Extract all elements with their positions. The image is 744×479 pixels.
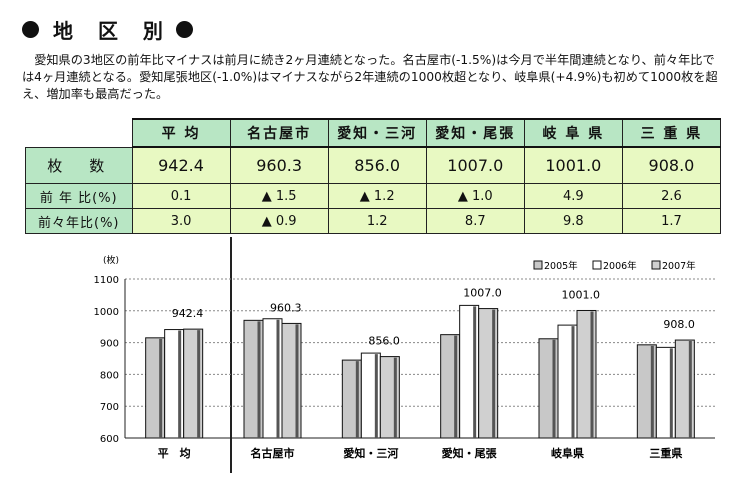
y-tick-label: 1100 (94, 275, 119, 286)
table-cell: 9.8 (523, 208, 623, 234)
summary-text: 愛知県の3地区の前年比マイナスは前月に続き2ヶ月連続となった。名古屋市(-1.5… (22, 53, 718, 101)
table-cell: ▲ 1.5 (229, 183, 329, 209)
table-cell: 1.2 (327, 208, 427, 234)
summary-paragraph: 愛知県の3地区の前年比マイナスは前月に続き2ヶ月連続となった。名古屋市(-1.5… (22, 52, 726, 103)
y-tick-label: 700 (100, 402, 119, 413)
table-cell: 3.0 (131, 208, 231, 234)
x-category-label: 岐阜県 (551, 446, 584, 460)
bullet-icon (175, 20, 193, 38)
gridlines (125, 278, 715, 407)
table-row: 前々年比(%) 3.0 ▲ 0.9 1.2 8.7 9.8 1.7 (25, 208, 722, 234)
row-label: 枚 数 (25, 146, 133, 184)
table-cell: 1007.0 (425, 146, 525, 184)
legend-label: 2007年 (662, 260, 696, 272)
y-axis-ticks: 600 700 800 900 1000 1100 (94, 275, 715, 445)
data-label: 942.4 (172, 307, 204, 320)
legend-swatch (533, 260, 543, 270)
data-label: 908.0 (663, 318, 695, 331)
table-cell: 856.0 (327, 146, 427, 184)
data-label: 960.3 (270, 301, 302, 314)
table-cell: ▲ 1.0 (425, 183, 525, 209)
legend-label: 2006年 (603, 260, 637, 272)
legend: 2005年 2006年 2007年 (533, 260, 696, 272)
column-header: 愛知・尾張 (425, 118, 525, 148)
y-tick-label: 1000 (94, 307, 119, 318)
table-cell: 942.4 (131, 146, 231, 184)
column-header: 三 重 県 (621, 118, 722, 148)
column-header: 名古屋市 (229, 118, 329, 148)
x-category-label: 平 均 (158, 446, 191, 460)
table-cell: 0.1 (131, 183, 231, 209)
table-cell: 4.9 (523, 183, 623, 209)
table-header-row: 平 均 名古屋市 愛知・三河 愛知・尾張 岐 阜 県 三 重 県 (25, 118, 722, 148)
row-label: 前々年比(%) (25, 208, 133, 234)
region-stats-table: 平 均 名古屋市 愛知・三河 愛知・尾張 岐 阜 県 三 重 県 枚 数 942… (25, 118, 722, 234)
region-bar-chart: (枚) 600 700 800 900 1000 1100 942.4 960.3 856.0… (94, 254, 715, 460)
y-tick-label: 600 (100, 434, 119, 445)
table-row: 枚 数 942.4 960.3 856.0 1007.0 1001.0 908.… (25, 146, 722, 184)
data-label: 1007.0 (463, 287, 502, 300)
data-labels: 942.4 960.3 856.0 1007.0 1001.0 908.0 (172, 287, 695, 348)
column-header: 愛知・三河 (327, 118, 427, 148)
table-cell: ▲ 0.9 (229, 208, 329, 234)
x-category-label: 三重県 (649, 446, 682, 460)
data-label: 1001.0 (562, 288, 601, 301)
table-cell: 2.6 (621, 183, 722, 209)
data-label: 856.0 (368, 335, 400, 348)
table-corner (25, 119, 132, 147)
column-header: 岐 阜 県 (523, 118, 623, 148)
table-row: 前 年 比(%) 0.1 ▲ 1.5 ▲ 1.2 ▲ 1.0 4.9 2.6 (25, 183, 722, 209)
table-cell: 908.0 (621, 146, 722, 184)
table-cell: 1.7 (621, 208, 722, 234)
legend-swatch (592, 260, 602, 270)
y-axis-label: (枚) (103, 254, 119, 266)
section-title-text: 地 区 別 (53, 18, 172, 43)
x-axis-categories: 平 均 名古屋市 愛知・三河 愛知・尾張 岐阜県 三重県 (158, 446, 683, 460)
table-cell: 960.3 (229, 146, 329, 184)
bullet-icon (22, 20, 39, 38)
table-cell: 1001.0 (523, 146, 623, 184)
table-cell: ▲ 1.2 (327, 183, 427, 209)
column-header: 平 均 (131, 118, 231, 148)
table-cell: 8.7 (425, 208, 525, 234)
y-tick-label: 900 (100, 339, 119, 350)
legend-swatch (651, 260, 661, 270)
y-tick-label: 800 (100, 370, 119, 381)
row-label: 前 年 比(%) (25, 183, 133, 209)
legend-label: 2005年 (544, 260, 578, 272)
x-category-label: 愛知・尾張 (442, 446, 498, 460)
chart-divider (230, 237, 232, 473)
section-title: 地 区 別 (22, 14, 193, 44)
bars (145, 304, 695, 439)
x-category-label: 愛知・三河 (343, 446, 398, 460)
x-category-label: 名古屋市 (251, 446, 295, 460)
